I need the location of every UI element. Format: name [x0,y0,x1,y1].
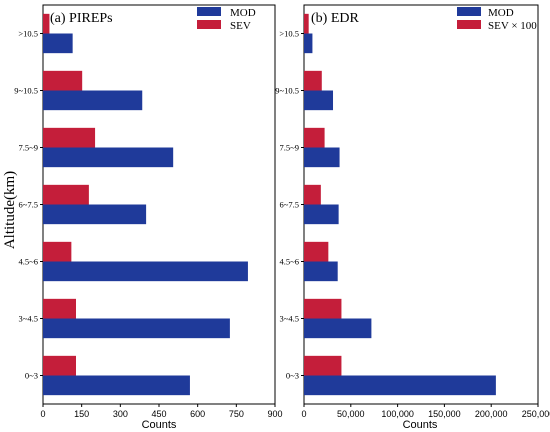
x-tick-label: 600 [190,409,205,419]
y-tick-label: >10.5 [18,29,38,39]
bar-sev-1 [304,298,342,319]
panel-b-frame [303,4,539,405]
legend-b: MOD SEV × 100 [457,7,537,32]
bar-mod-0 [304,375,496,396]
bar-mod-6 [43,33,73,54]
bar-sev-2 [43,241,72,262]
bar-sev-3 [304,184,321,205]
y-tick-label: 6~7.5 [280,200,299,210]
y-tick-label: 0~3 [286,371,299,381]
bar-sev-5 [43,70,83,91]
bar-mod-0 [43,375,190,396]
bar-sev-4 [304,127,325,148]
bar-mod-3 [304,204,339,225]
bar-sev-5 [304,70,322,91]
x-axis-label-b: Counts [403,419,438,431]
y-tick-label: 6~7.5 [19,200,38,210]
legend-a: MOD SEV [197,7,256,32]
y-tick-label: 4.5~6 [280,257,299,267]
x-tick-label: 450 [151,409,166,419]
panel-a-title: (a) PIREPs [50,11,113,26]
bar-mod-6 [304,33,313,54]
panel-b-title: (b) EDR [311,11,359,26]
legend-b-mod-label: MOD [488,7,514,19]
legend-b-sev-swatch [457,20,481,29]
y-tick-label: 7.5~9 [280,143,299,153]
legend-a-sev-swatch [197,20,221,29]
y-tick-label: 9~10.5 [14,86,38,96]
bar-sev-6 [43,13,50,34]
x-tick-label: 250,000 [522,409,550,419]
bar-mod-3 [43,204,147,225]
legend-b-mod-swatch [457,7,481,16]
legend-a-mod-swatch [197,7,221,16]
bar-mod-1 [43,318,230,339]
legend-b-sev-label: SEV × 100 [488,20,537,32]
x-tick-label: 200,000 [475,409,508,419]
bar-mod-4 [304,147,340,168]
x-tick-label: 50,000 [337,409,365,419]
bar-sev-0 [304,355,342,376]
bar-mod-2 [43,261,248,282]
panel-pireps: (a) PIREPs 0~3 3~4.5 4.5~6 6~7.5 7.5~9 9~10.5… [14,4,283,431]
x-axis-label-a: Counts [142,419,177,431]
bar-sev-0 [43,355,76,376]
bar-sev-1 [43,298,76,319]
y-tick-label: 4.5~6 [19,257,38,267]
legend-a-mod-label: MOD [230,7,256,19]
bar-mod-5 [304,90,334,111]
x-tick-label: 150 [74,409,89,419]
y-tick-label: 7.5~9 [19,143,38,153]
y-tick-label: 3~4.5 [280,314,299,324]
bar-mod-4 [43,147,174,168]
x-tick-label: 0 [40,409,45,419]
x-tick-label: 100,000 [381,409,414,419]
y-axis-label: Altitude(km) [2,171,18,249]
y-tick-label: >10.5 [279,29,299,39]
bar-sev-6 [304,13,309,34]
x-tick-label: 0 [301,409,306,419]
y-tick-label: 9~10.5 [275,86,299,96]
x-tick-label: 900 [267,409,282,419]
bar-sev-3 [43,184,89,205]
y-tick-label: 3~4.5 [19,314,38,324]
panel-edr: (b) EDR 0~3 3~4.5 4.5~6 6~7.5 7.5~9 9~10.5 >10… [275,4,550,431]
bar-sev-2 [304,241,329,262]
bar-mod-2 [304,261,338,282]
bar-mod-1 [304,318,372,339]
legend-a-sev-label: SEV [230,20,251,32]
x-tick-label: 150,000 [428,409,461,419]
y-tick-label: 0~3 [25,371,38,381]
bar-mod-5 [43,90,143,111]
x-tick-label: 750 [229,409,244,419]
x-tick-label: 300 [113,409,128,419]
bar-sev-4 [43,127,96,148]
